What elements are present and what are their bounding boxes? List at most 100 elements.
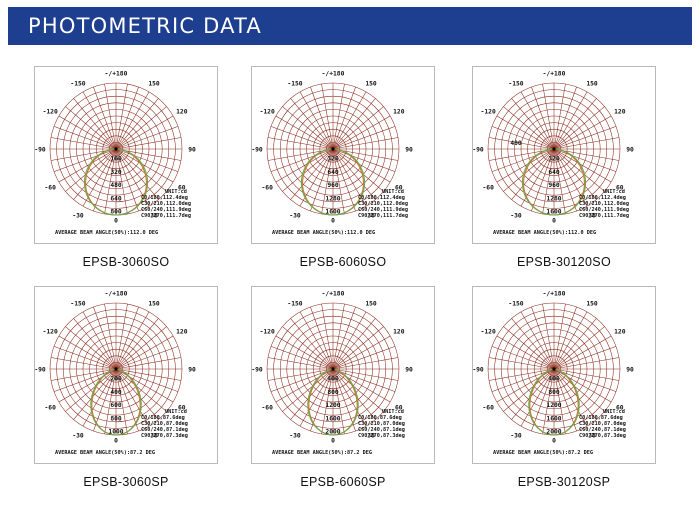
grid-spoke [115,368,159,420]
legend-line: C60/240,111.9deg [579,207,629,213]
angle-label: -/+180 [543,291,566,298]
grid-spoke [115,311,150,370]
ring-label: 1200 [546,402,561,409]
grid-spoke [270,346,334,370]
angle-label: -90 [35,147,46,154]
grid-spoke [290,148,334,200]
angle-label: -60 [261,185,273,192]
grid-spoke [115,115,174,150]
polar-diagram-frame: -/+180 150 -150 120 -120 90 -90 60 -60 30 -30 0 320 6… [251,66,435,244]
ring-label: 320 [548,156,560,163]
grid-spoke [332,148,356,212]
grid-spoke [553,368,617,392]
grid-spoke [503,148,555,192]
polar-diagram: -/+180 150 -150 120 -120 90 -90 60 -60 30 -30 0 160 3… [35,71,196,225]
grid-spoke [115,106,167,150]
center-point [331,147,335,151]
grid-spoke [50,137,117,150]
grid-spoke [332,368,391,403]
angle-label: 90 [188,367,196,374]
grid-spoke [267,368,334,381]
ring-label: 800 [548,389,560,396]
angle-label: 90 [188,147,196,154]
grid-spoke [58,148,117,183]
grid-spoke [553,148,597,200]
legend-unit: UNIT:cd [603,189,625,195]
diagram-card: -/+180 150 -150 120 -120 90 -90 60 -60 30 -30 0 320 6… [472,66,656,269]
grid-spoke [270,148,334,172]
grid-spoke [332,91,367,150]
legend-line: C0/180,112.4deg [141,195,188,201]
angle-label: -/+180 [322,71,345,78]
ring-label: 400 [110,389,122,396]
grid-spoke [82,311,117,370]
angle-label: 90 [626,147,634,154]
diagram-card: -/+180 150 -150 120 -120 90 -90 60 -60 30 -30 0 400 8… [251,286,435,489]
grid-spoke [65,368,117,412]
angle-label: 0 [114,218,118,225]
angle-label: -120 [260,329,275,336]
legend-line: C30/210,112.0deg [579,201,629,207]
ring-label: 640 [548,169,560,176]
grid-spoke [73,368,117,420]
angle-label: 60 [395,405,403,412]
angle-label: -/+180 [105,71,128,78]
grid-spoke [332,311,367,370]
angle-label: 150 [148,301,160,308]
polar-diagram-frame: -/+180 150 -150 120 -120 90 -90 60 -60 30 -30 0 400 8… [472,286,656,464]
ring-label: 960 [327,182,339,189]
legend-line: C0/180,87.6deg [141,415,185,421]
angle-label: -150 [70,81,85,88]
grid-spoke [65,326,117,370]
grid-spoke [496,335,555,370]
grid-spoke [58,115,117,150]
legend-line: C90/270,111.7deg [141,213,191,219]
grid-spoke [332,303,345,370]
ring-label: 600 [110,402,122,409]
grid-spoke [491,368,555,392]
angle-label: 30 [367,432,375,439]
average-beam-angle: AVERAGE BEAM ANGLE(50%):87.2 DEG [55,450,155,456]
angle-label: 30 [150,432,158,439]
ring-label: 2000 [325,429,340,436]
angle-label: -/+180 [322,291,345,298]
legend-unit: UNIT:cd [165,189,187,195]
grid-spoke [553,368,605,412]
grid-spoke [553,368,566,435]
outer-ring-label: 400 [510,140,522,147]
grid-spoke [115,148,167,192]
grid-spoke [332,86,356,150]
diagram-card: -/+180 150 -150 120 -120 90 -90 60 -60 30 -30 0 160 3… [34,66,218,269]
grid-spoke [115,368,150,427]
angle-label: 0 [331,438,335,445]
angle-label: 150 [365,81,377,88]
ring-label: 200 [110,376,122,383]
angle-label: -30 [510,212,522,219]
diagram-card: -/+180 150 -150 120 -120 90 -90 60 -60 30 -30 0 320 6… [251,66,435,269]
ring-label: 1200 [325,402,340,409]
ring-label: 480 [110,182,122,189]
grid-spoke [332,318,376,370]
angle-label: 60 [178,185,186,192]
grid-spoke [290,318,334,370]
grid-spoke [73,98,117,150]
center-point [114,367,118,371]
center-point [331,367,335,371]
grid-spoke [553,311,588,370]
diagram-card: -/+180 150 -150 120 -120 90 -90 60 -60 30 -30 0 200 4… [34,286,218,489]
angle-label: -30 [289,432,301,439]
angle-label: 30 [588,212,596,219]
grid-spoke [332,98,376,150]
grid-spoke [93,86,117,150]
page-title: PHOTOMETRIC DATA [28,14,262,38]
polar-diagram: -/+180 150 -150 120 -120 90 -90 60 -60 30 -30 0 400 8… [252,291,413,445]
grid-spoke [115,368,182,381]
grid-spoke [115,357,182,370]
polar-diagram: -/+180 150 -150 120 -120 90 -90 60 -60 30 -30 0 320 6… [252,71,413,225]
grid-spoke [93,306,117,370]
angle-label: -60 [261,405,273,412]
angle-label: -30 [510,432,522,439]
angle-label: 150 [586,81,598,88]
model-caption: EPSB-6060SP [300,475,386,489]
angle-label: -60 [44,185,56,192]
